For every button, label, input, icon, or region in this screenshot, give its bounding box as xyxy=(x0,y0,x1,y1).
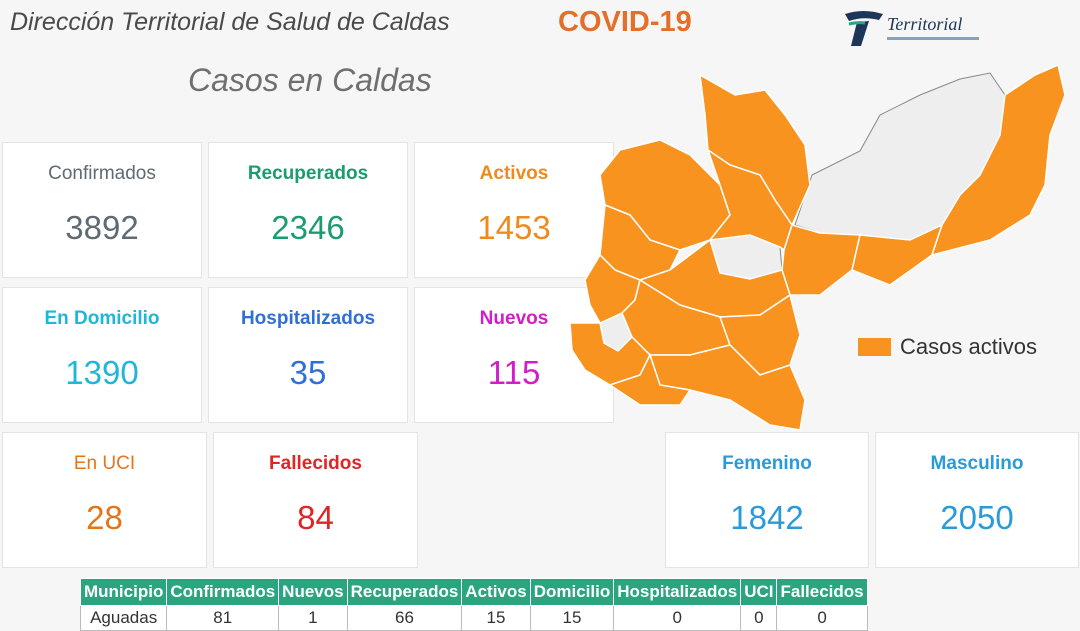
activos-card: Activos 1453 xyxy=(414,142,614,278)
table-row: Aguadas 81 1 66 15 15 0 0 0 xyxy=(79,605,868,631)
confirmados-value: 3892 xyxy=(65,209,139,246)
header-title: Dirección Territorial de Salud de Caldas xyxy=(10,8,450,36)
page-subtitle: Casos en Caldas xyxy=(188,62,432,98)
hospitalizados-value: 35 xyxy=(289,354,327,391)
covid-label: COVID-19 xyxy=(558,6,692,38)
confirmados-label: Confirmados xyxy=(48,163,156,184)
cell-activos: 15 xyxy=(461,605,531,631)
caldas-map xyxy=(569,63,1066,431)
municipios-table: Municipio Confirmados Nuevos Recuperados… xyxy=(79,578,868,631)
nuevos-label: Nuevos xyxy=(479,308,549,329)
recuperados-label: Recuperados xyxy=(247,163,369,184)
femenino-value: 1842 xyxy=(730,499,804,536)
uci-value: 28 xyxy=(86,499,123,536)
femenino-card: Femenino 1842 xyxy=(665,432,869,568)
col-uci: UCI xyxy=(740,578,778,606)
col-municipio: Municipio xyxy=(79,578,168,606)
cell-recuperados: 66 xyxy=(346,605,463,631)
legend-label: Casos activos xyxy=(900,334,1037,359)
col-activos: Activos xyxy=(461,578,531,606)
hospitalizados-card: Hospitalizados 35 xyxy=(208,287,408,423)
cell-hospitalizados: 0 xyxy=(613,605,742,631)
cell-nuevos: 1 xyxy=(278,605,348,631)
cell-fallecidos: 0 xyxy=(776,605,868,631)
fallecidos-card: Fallecidos 84 xyxy=(213,432,418,568)
col-nuevos: Nuevos xyxy=(278,578,348,606)
uci-label: En UCI xyxy=(73,453,136,474)
domicilio-label: En Domicilio xyxy=(44,308,160,329)
masculino-value: 2050 xyxy=(940,499,1014,536)
cell-confirmados: 81 xyxy=(166,605,280,631)
fallecidos-value: 84 xyxy=(297,499,334,536)
cell-municipio: Aguadas xyxy=(79,605,168,631)
logo-mark-icon xyxy=(845,11,883,46)
territorial-logo: Territorial xyxy=(843,6,993,52)
activos-value: 1453 xyxy=(477,209,551,246)
logo-tagline xyxy=(887,37,979,40)
confirmados-card: Confirmados 3892 xyxy=(2,142,202,278)
legend-swatch xyxy=(858,338,891,356)
recuperados-card: Recuperados 2346 xyxy=(208,142,408,278)
map-region-active xyxy=(569,63,1066,431)
masculino-card: Masculino 2050 xyxy=(875,432,1079,568)
recuperados-value: 2346 xyxy=(271,209,345,246)
col-domicilio: Domicilio xyxy=(529,578,615,606)
logo-text: Territorial xyxy=(887,14,963,34)
col-hospitalizados: Hospitalizados xyxy=(613,578,742,606)
col-fallecidos: Fallecidos xyxy=(776,578,868,606)
domicilio-value: 1390 xyxy=(65,354,139,391)
col-recuperados: Recuperados xyxy=(346,578,463,606)
uci-card: En UCI 28 xyxy=(2,432,207,568)
hospitalizados-label: Hospitalizados xyxy=(240,308,376,329)
cell-uci: 0 xyxy=(740,605,778,631)
table-header-row: Municipio Confirmados Nuevos Recuperados… xyxy=(79,578,868,606)
cell-domicilio: 15 xyxy=(529,605,615,631)
nuevos-value: 115 xyxy=(487,354,541,391)
col-confirmados: Confirmados xyxy=(166,578,280,606)
masculino-label: Masculino xyxy=(930,453,1024,474)
activos-label: Activos xyxy=(479,163,549,184)
domicilio-card: En Domicilio 1390 xyxy=(2,287,202,423)
femenino-label: Femenino xyxy=(722,453,812,474)
fallecidos-label: Fallecidos xyxy=(269,453,362,474)
